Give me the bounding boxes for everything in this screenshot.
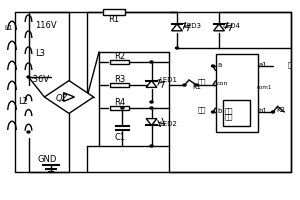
Circle shape bbox=[176, 47, 178, 49]
Text: R4: R4 bbox=[114, 98, 125, 107]
Text: R3: R3 bbox=[114, 75, 125, 84]
Text: L3: L3 bbox=[35, 49, 45, 58]
Polygon shape bbox=[44, 81, 94, 113]
Text: 探: 探 bbox=[287, 62, 292, 68]
Circle shape bbox=[150, 61, 153, 63]
Bar bbox=[103, 9, 125, 15]
Bar bbox=[223, 100, 250, 126]
Circle shape bbox=[212, 111, 214, 113]
Text: 通话: 通话 bbox=[225, 114, 233, 120]
Circle shape bbox=[27, 76, 30, 78]
Polygon shape bbox=[214, 24, 224, 31]
Text: 116V: 116V bbox=[35, 21, 57, 30]
Polygon shape bbox=[146, 81, 157, 87]
Text: ·36V: ·36V bbox=[30, 75, 49, 84]
Text: con: con bbox=[217, 81, 228, 86]
Text: LED2: LED2 bbox=[160, 121, 178, 127]
Bar bbox=[110, 60, 129, 64]
Text: 单机: 单机 bbox=[198, 106, 206, 113]
Circle shape bbox=[195, 84, 198, 86]
Bar bbox=[110, 106, 129, 110]
Text: L1: L1 bbox=[4, 25, 13, 31]
Text: LED3: LED3 bbox=[184, 23, 202, 29]
Text: 双机: 双机 bbox=[198, 79, 206, 85]
Circle shape bbox=[183, 84, 186, 86]
Text: R1: R1 bbox=[108, 15, 120, 23]
Text: a: a bbox=[218, 62, 222, 68]
Text: com1: com1 bbox=[257, 85, 272, 90]
Circle shape bbox=[150, 107, 153, 109]
Circle shape bbox=[121, 107, 124, 109]
Text: LED1: LED1 bbox=[160, 77, 178, 83]
Circle shape bbox=[27, 131, 30, 133]
Polygon shape bbox=[172, 24, 182, 31]
Circle shape bbox=[212, 65, 214, 67]
Text: K2: K2 bbox=[276, 107, 285, 113]
Circle shape bbox=[272, 111, 274, 113]
Text: C1: C1 bbox=[114, 132, 126, 142]
Bar bbox=[110, 83, 129, 87]
Polygon shape bbox=[146, 119, 157, 125]
Circle shape bbox=[150, 145, 153, 147]
Text: R2: R2 bbox=[114, 52, 125, 61]
Text: b: b bbox=[218, 108, 222, 114]
Text: GND: GND bbox=[38, 156, 57, 164]
Bar bbox=[216, 54, 258, 132]
Polygon shape bbox=[64, 93, 74, 101]
Text: K1: K1 bbox=[192, 84, 201, 90]
Text: QZ: QZ bbox=[55, 94, 68, 103]
Text: LED4: LED4 bbox=[223, 23, 241, 29]
Text: b1: b1 bbox=[259, 108, 268, 114]
Circle shape bbox=[150, 101, 153, 103]
Text: a1: a1 bbox=[259, 62, 267, 68]
Text: L2: L2 bbox=[19, 98, 28, 106]
Text: 拨号: 拨号 bbox=[225, 107, 233, 114]
